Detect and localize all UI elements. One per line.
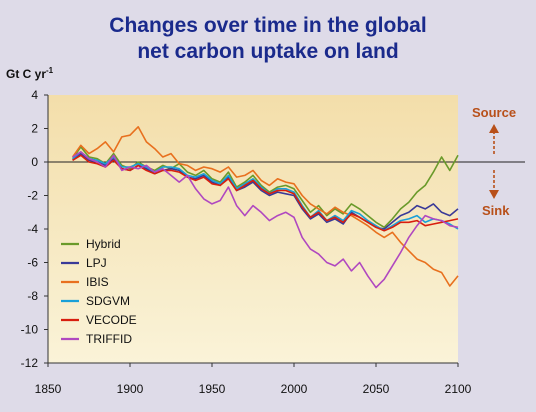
y-tick-label: -6 [27, 256, 38, 270]
source-arrow-icon [489, 124, 499, 133]
series-line-triffid [72, 151, 459, 289]
legend-label-sdgvm: SDGVM [86, 294, 130, 308]
series-line-ibis [71, 126, 459, 287]
chart-title-line-2: net carbon uptake on land [137, 40, 399, 63]
y-tick-label: 4 [31, 88, 38, 102]
sink-arrow-icon [489, 190, 499, 199]
chart-title-line-1: Changes over time in the global [109, 14, 427, 37]
x-tick-label: 1850 [35, 382, 62, 396]
x-tick-label: 2000 [281, 382, 308, 396]
y-tick-label: -2 [27, 189, 38, 203]
x-tick-label: 2050 [363, 382, 390, 396]
series-line-vecode [72, 154, 459, 232]
y-tick-label: 2 [31, 122, 38, 136]
y-tick-label: -8 [27, 289, 38, 303]
legend-label-hybrid: Hybrid [86, 237, 121, 251]
source-label: Source [472, 105, 516, 120]
legend-label-triffid: TRIFFID [86, 332, 132, 346]
x-tick-label: 2100 [445, 382, 472, 396]
sink-label: Sink [482, 203, 510, 218]
x-tick-label: 1900 [117, 382, 144, 396]
y-tick-label: -4 [27, 222, 38, 236]
legend-label-lpj: LPJ [86, 256, 107, 270]
x-tick-label: 1950 [199, 382, 226, 396]
y-tick-label: -10 [21, 323, 39, 337]
y-tick-label: -12 [21, 356, 39, 370]
y-axis-label: Gt C yr-1 [6, 66, 54, 81]
y-tick-label: 0 [31, 155, 38, 169]
series-line-hybrid [71, 146, 459, 229]
legend-label-vecode: VECODE [86, 313, 137, 327]
legend-label-ibis: IBIS [86, 275, 109, 289]
